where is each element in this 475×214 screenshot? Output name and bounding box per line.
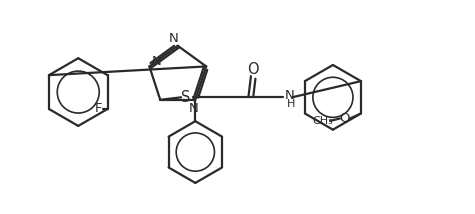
Text: N: N [152, 55, 161, 68]
Text: S: S [181, 90, 191, 105]
Text: N: N [189, 102, 198, 115]
Text: H: H [286, 99, 295, 109]
Text: O: O [339, 112, 349, 125]
Text: CH₃: CH₃ [312, 116, 333, 126]
Text: F: F [95, 103, 102, 116]
Text: N: N [285, 89, 294, 102]
Text: O: O [247, 62, 259, 77]
Text: N: N [169, 32, 178, 45]
